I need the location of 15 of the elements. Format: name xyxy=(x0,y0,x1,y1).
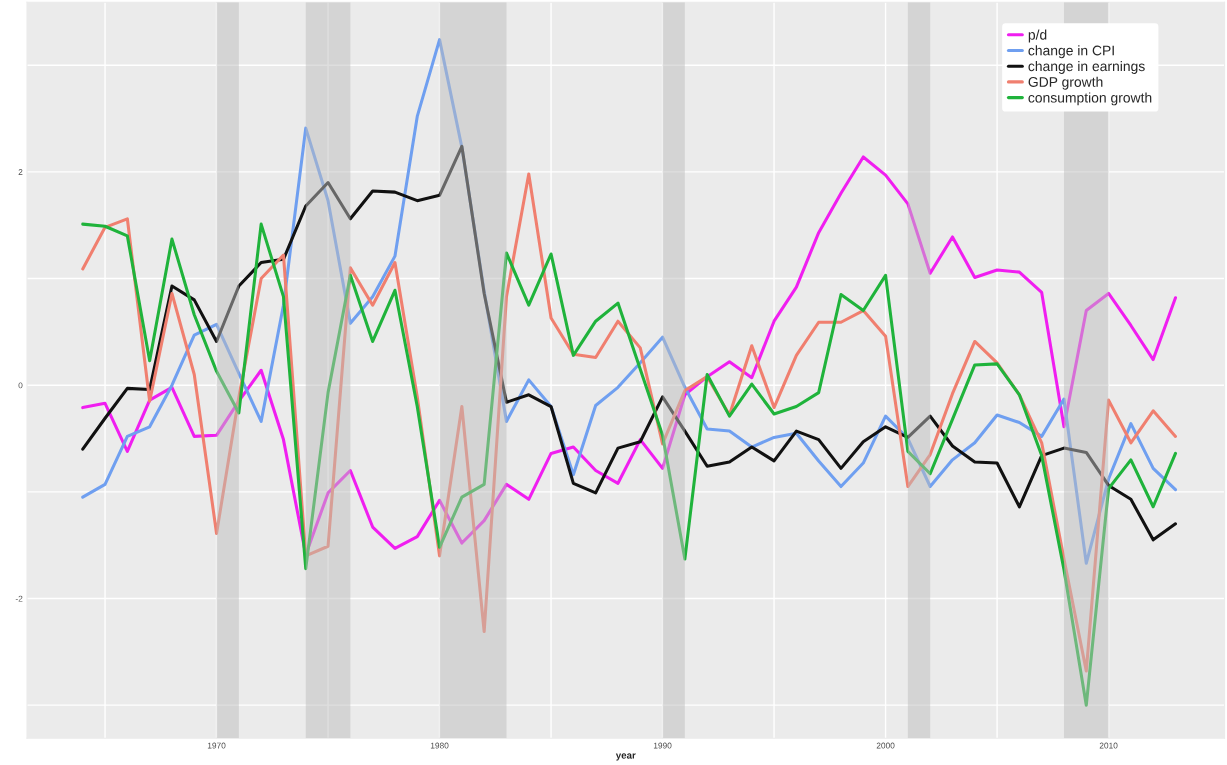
x-tick-label: 1980 xyxy=(430,742,449,749)
x-tick-label: 2010 xyxy=(1099,742,1118,749)
y-tick-label: 0 xyxy=(18,382,23,389)
x-tick-label: 1990 xyxy=(653,742,672,749)
legend-label: change in earnings xyxy=(1028,60,1145,74)
legend-label: GDP growth xyxy=(1028,76,1103,90)
y-tick-label: -2 xyxy=(15,595,23,602)
line-series xyxy=(81,222,1178,707)
legend-label: p/d xyxy=(1028,29,1047,43)
x-axis-title: year xyxy=(615,753,636,761)
x-tick-label: 2000 xyxy=(876,742,895,749)
legend-label: change in CPI xyxy=(1028,45,1114,59)
x-tick-label: 1970 xyxy=(207,742,226,749)
legend-label: consumption growth xyxy=(1028,92,1152,106)
y-tick-label: 2 xyxy=(18,169,23,175)
